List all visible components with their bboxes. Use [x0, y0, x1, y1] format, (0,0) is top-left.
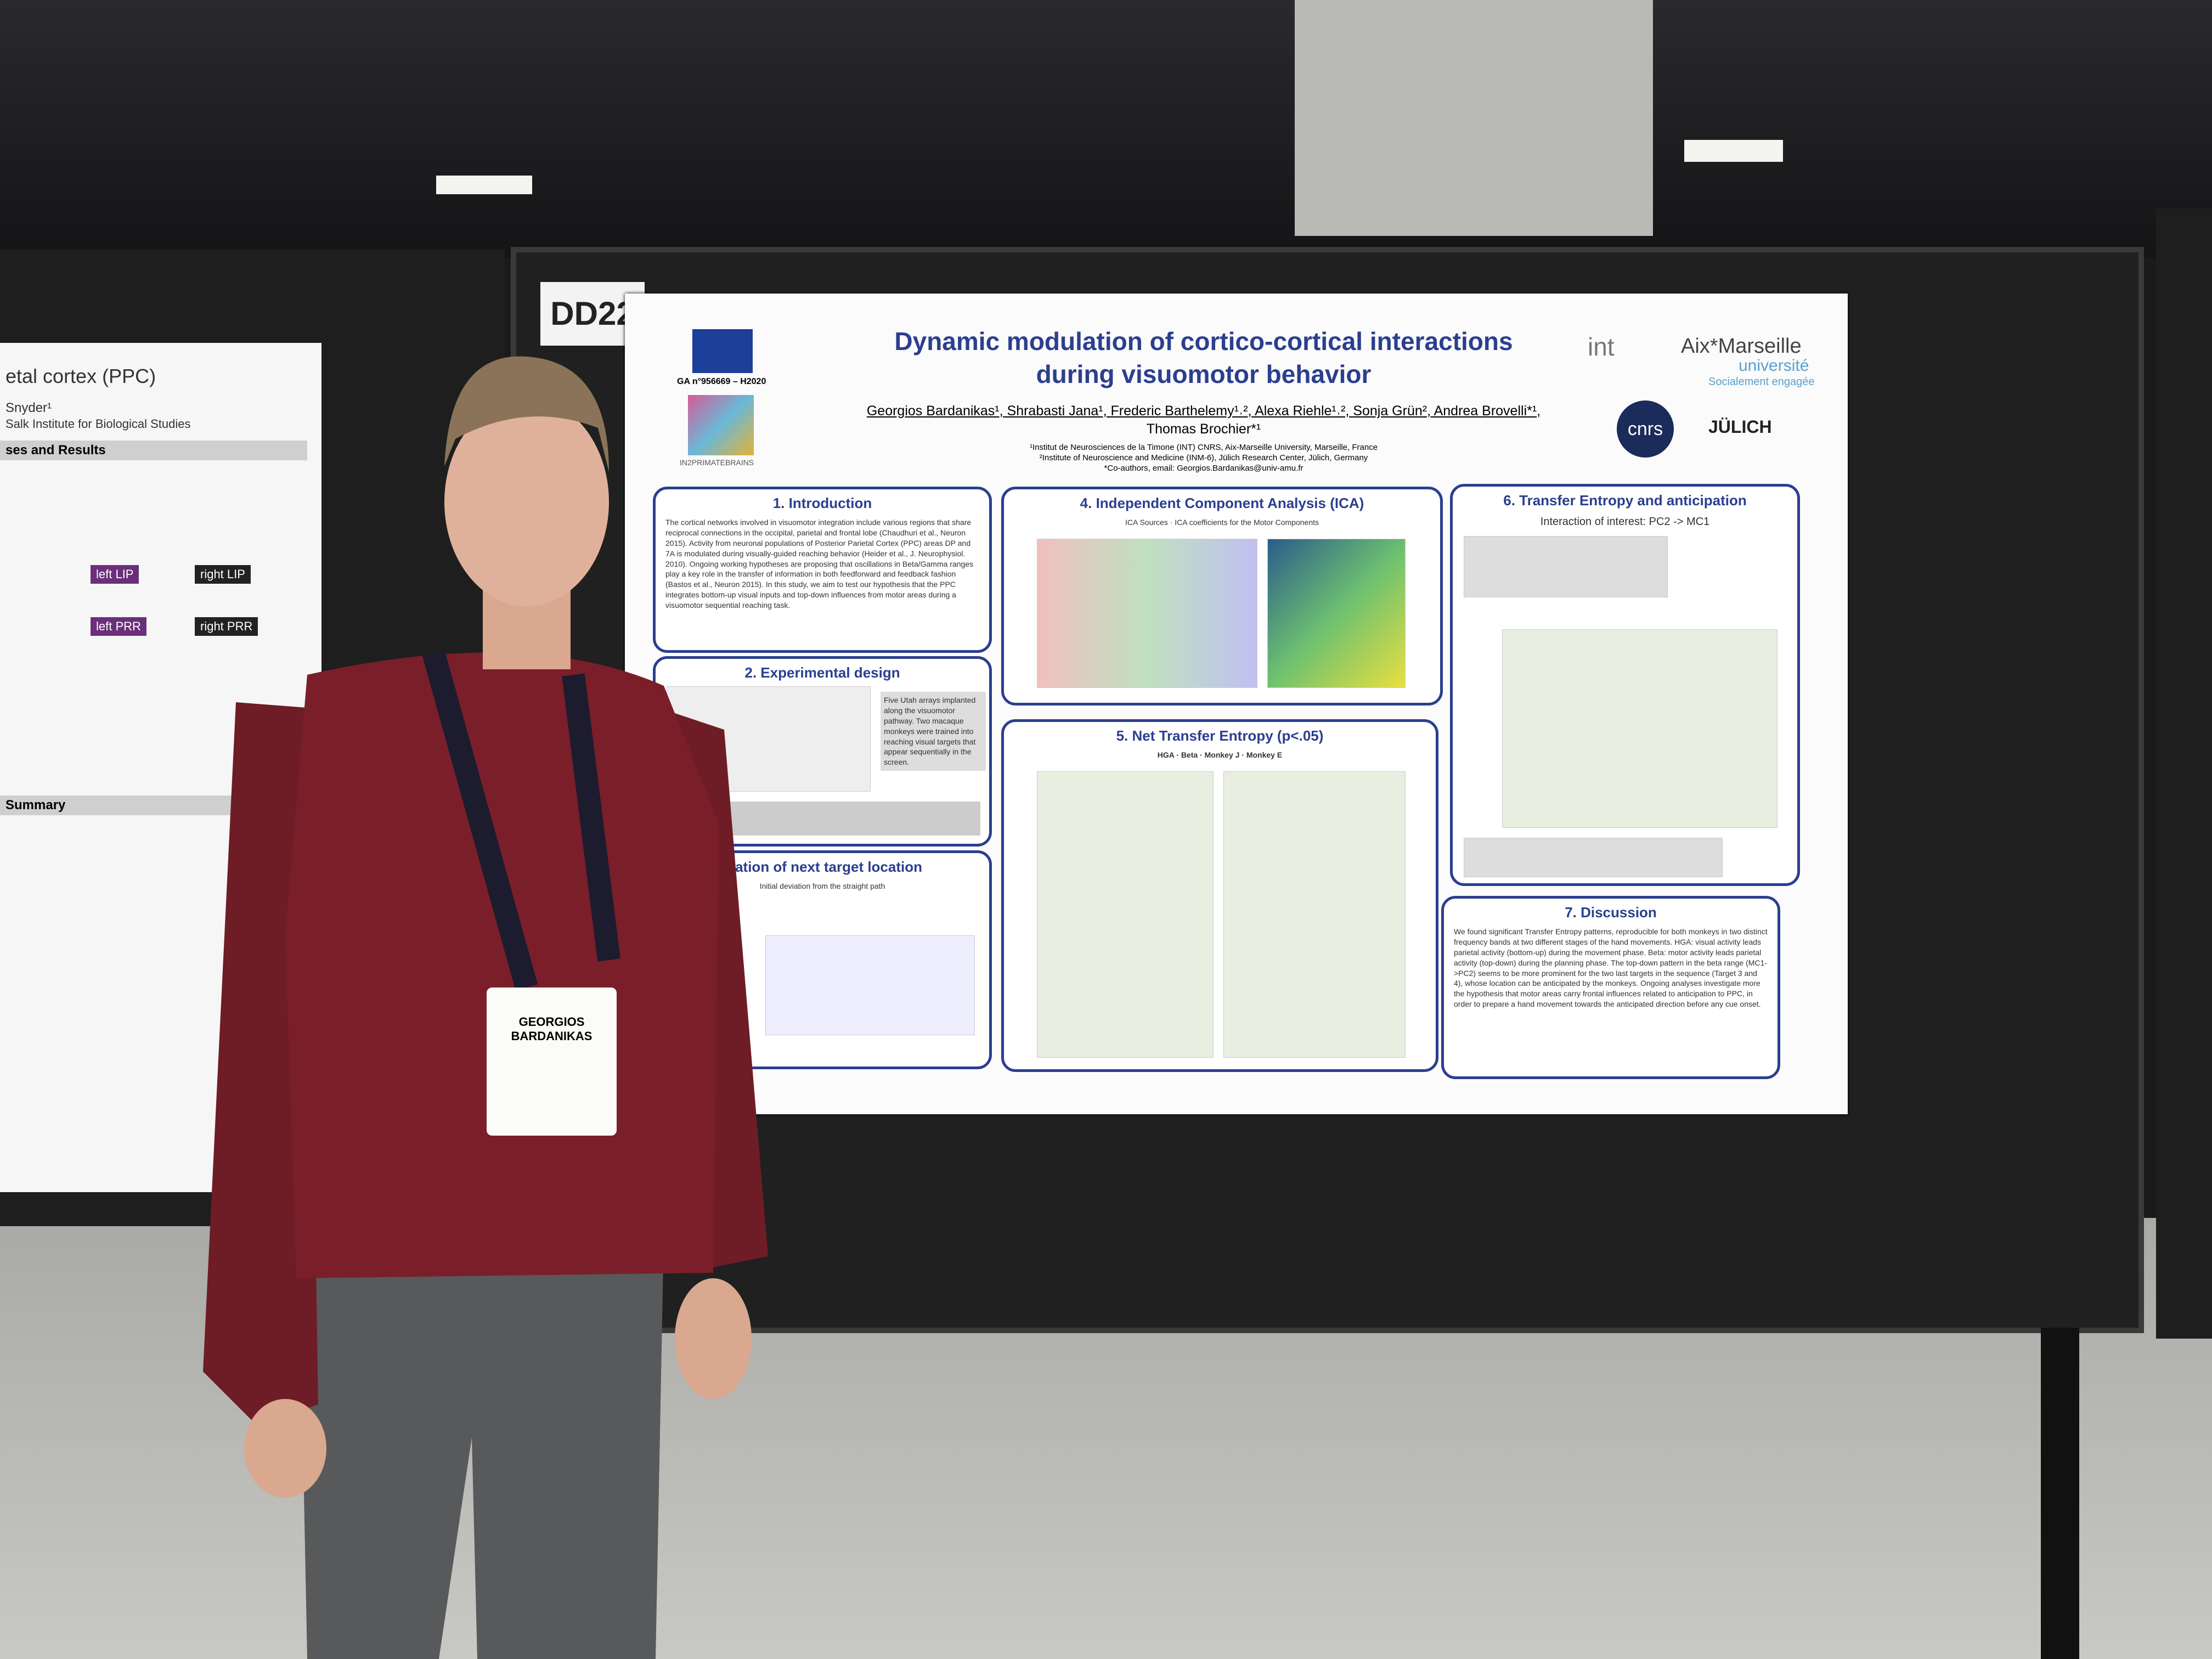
logo-int: int [1588, 332, 1615, 361]
hand [675, 1278, 752, 1399]
figure [1223, 771, 1406, 1058]
arm [203, 702, 318, 1426]
section-text: The cortical networks involved in visuom… [665, 518, 974, 610]
poster-title: Dynamic modulation of cortico-cortical i… [894, 327, 1513, 356]
figure [1464, 536, 1668, 597]
network: IN2PRIMATEBRAINS [680, 458, 754, 467]
left-poster-institute: Salk Institute for Biological Studies [5, 417, 191, 431]
logo-amu: Socialement engagée [1708, 376, 1815, 388]
logo-amu: Aix*Marseille [1681, 335, 1802, 358]
figure [1502, 629, 1778, 828]
eu-flag [692, 329, 753, 373]
poster-title: during visuomotor behavior [1036, 360, 1372, 388]
ceiling-light [1684, 140, 1783, 162]
poster: GA n°956669 – H2020 IN2PRIMATEBRAINS Dyn… [625, 294, 1848, 1114]
hair [444, 356, 609, 472]
authors: Georgios Bardanikas¹, Shrabasti Jana¹, F… [866, 403, 1541, 419]
section: 1. Introduction The cortical networks in… [653, 487, 992, 653]
section-heading: 5. Net Transfer Entropy (p<.05) [1116, 727, 1324, 744]
affiliation: *Co-authors, email: Georgios.Bardanikas@… [1104, 464, 1304, 473]
section-heading: 4. Independent Component Analysis (ICA) [1080, 495, 1364, 511]
badge-name: GEORGIOS [518, 1015, 585, 1029]
logo-cnrs: cnrs [1617, 400, 1674, 458]
logo-julich: JÜLICH [1708, 417, 1772, 437]
ceiling-light [436, 176, 532, 194]
section: 6. Transfer Entropy and anticipation Int… [1450, 484, 1800, 886]
section-text: HGA · Beta · Monkey J · Monkey E [1157, 751, 1283, 759]
section: 7. Discussion We found significant Trans… [1441, 896, 1780, 1079]
figure [1267, 539, 1406, 688]
node: left PRR [91, 617, 146, 636]
head [444, 398, 609, 606]
left-poster-title: etal cortex (PPC) [5, 365, 156, 387]
section-heading: 7. Discussion [1565, 904, 1657, 921]
section-heading: 6. Transfer Entropy and anticipation [1503, 492, 1747, 509]
section: 4. Independent Component Analysis (ICA) … [1001, 487, 1443, 706]
badge-name: BARDANIKAS [511, 1029, 592, 1043]
board-leg [2041, 1328, 2079, 1659]
section-text: Initial deviation from the straight path [759, 882, 885, 890]
sweater [285, 652, 719, 1278]
section-text: Interaction of interest: PC2 -> MC1 [1540, 516, 1710, 528]
node: right PRR [195, 617, 258, 636]
lanyard [422, 650, 620, 991]
pillar [1295, 0, 1653, 236]
node: left LIP [91, 565, 139, 584]
hand [244, 1399, 326, 1498]
section-heading: ipation of next target location [722, 859, 922, 875]
figure [1464, 838, 1723, 877]
section-text: ICA Sources · ICA coefficients for the M… [1125, 518, 1319, 527]
affiliation: ¹Institut de Neurosciences de la Timone … [1029, 443, 1378, 452]
node: right LIP [195, 565, 251, 584]
section: 5. Net Transfer Entropy (p<.05) HGA · Be… [1001, 719, 1438, 1072]
section-heading: 1. Introduction [772, 495, 872, 511]
authors: Thomas Brochier*¹ [1146, 421, 1261, 437]
affiliation: ²Institute of Neuroscience and Medicine … [1039, 453, 1368, 462]
ceiling [0, 0, 2212, 258]
figure [1037, 539, 1257, 688]
badge: GEORGIOS BARDANIKAS [487, 988, 617, 1136]
section-heading: 2. Experimental design [744, 664, 900, 681]
network-logo [688, 395, 754, 455]
poster-board-right [2156, 208, 2212, 1339]
figure [1037, 771, 1214, 1058]
section-text: We found significant Transfer Entropy pa… [1454, 927, 1768, 1009]
figure [765, 935, 975, 1035]
section-text: Five Utah arrays implanted along the vis… [881, 692, 986, 771]
left-poster-section: ses and Results [0, 441, 307, 460]
pants [299, 1234, 664, 1659]
funding: GA n°956669 – H2020 [677, 377, 766, 386]
left-poster-author: Snyder¹ [5, 400, 52, 415]
logo-amu: université [1739, 357, 1809, 375]
